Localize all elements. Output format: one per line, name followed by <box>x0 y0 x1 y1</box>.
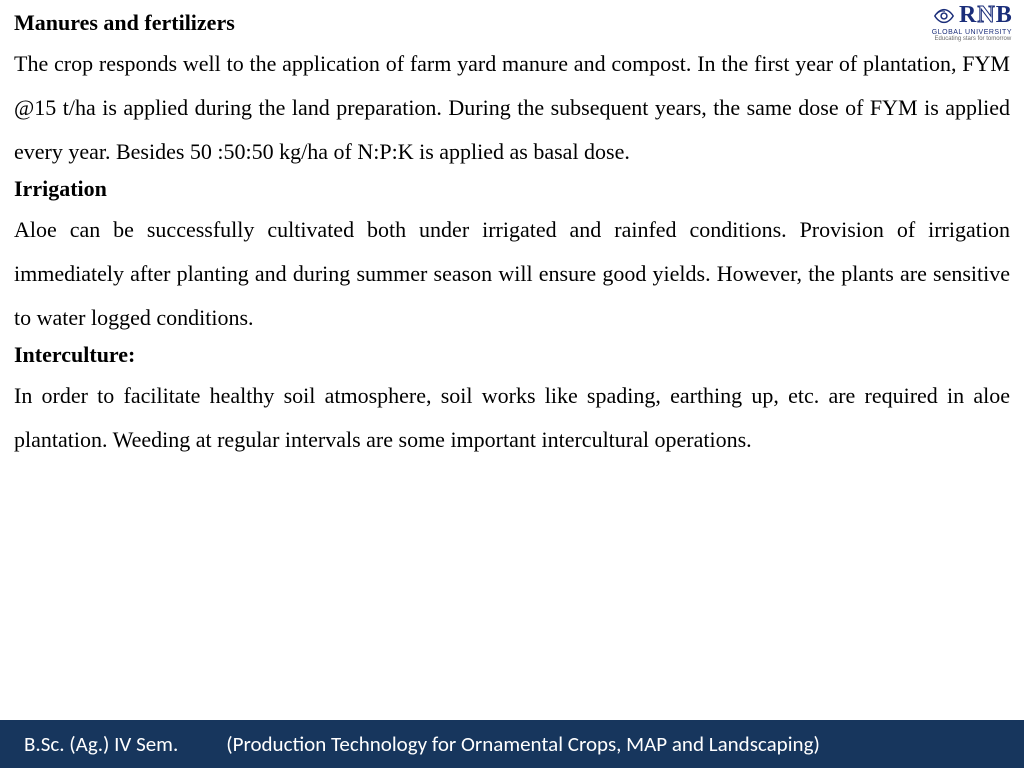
footer-right-text: (Production Technology for Ornamental Cr… <box>226 731 820 757</box>
heading-manures: Manures and fertilizers <box>14 10 1010 36</box>
heading-interculture: Interculture: <box>14 342 1010 368</box>
footer-bar: B.Sc. (Ag.) IV Sem. (Production Technolo… <box>0 720 1024 768</box>
footer-left-text: B.Sc. (Ag.) IV Sem. <box>24 731 178 757</box>
slide-page: RNB GLOBAL UNIVERSITY Educating stars fo… <box>0 0 1024 768</box>
para-interculture: In order to facilitate healthy soil atmo… <box>14 374 1010 462</box>
para-irrigation: Aloe can be successfully cultivated both… <box>14 208 1010 340</box>
heading-irrigation: Irrigation <box>14 176 1010 202</box>
content-area: Manures and fertilizers The crop respond… <box>14 8 1010 708</box>
para-manures: The crop responds well to the applicatio… <box>14 42 1010 174</box>
